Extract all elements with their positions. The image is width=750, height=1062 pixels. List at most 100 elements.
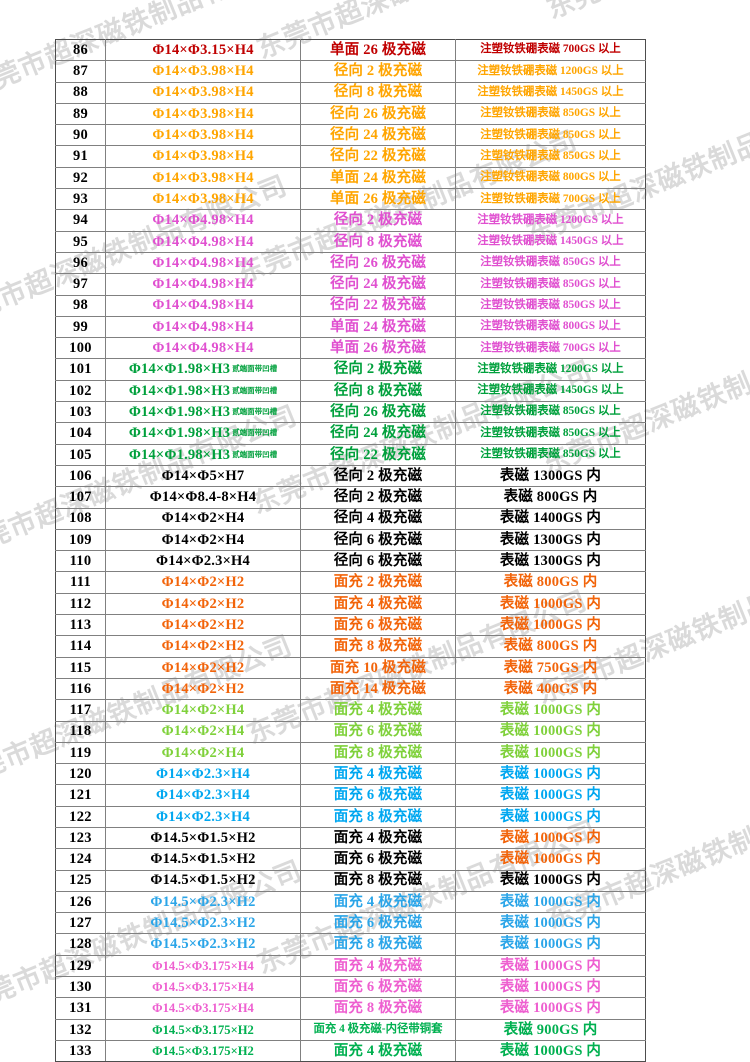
row-index-cell: 99 <box>55 315 106 339</box>
row-index-cell: 126 <box>55 890 106 914</box>
row-index-cell: 91 <box>55 145 106 168</box>
row-index-cell: 93 <box>55 188 106 211</box>
table-row: 97 Φ14×Φ4.98×H4 径向 24 极充磁 注塑钕铁硼表磁 850GS 以上 <box>55 273 646 296</box>
magnetization-cell: 径向 26 极充磁 <box>300 401 456 424</box>
magnetization-cell: 径向 2 极充磁 <box>300 209 456 232</box>
row-index-cell: 129 <box>55 954 106 978</box>
magnetization-cell: 径向 22 极充磁 <box>300 294 456 317</box>
spec-text: Φ14.5×Φ3.175×H4 <box>152 958 254 973</box>
row-index-cell: 89 <box>55 102 106 126</box>
spec-text: Φ14×Φ2×H4 <box>161 744 245 761</box>
spec-table-container: 86 Φ14×Φ3.15×H4 单面 26 极充磁 注塑钕铁硼表磁 700GS 以上 8… <box>55 38 646 1062</box>
row-index-cell: 87 <box>55 60 106 83</box>
spec-cell: Φ14×Φ2×H2 <box>105 677 301 701</box>
spec-text: Φ14.5×Φ2.3×H2 <box>150 915 256 932</box>
spec-text: Φ14.5×Φ2.3×H2 <box>150 893 256 910</box>
table-row: 122 Φ14×Φ2.3×H4 面充 8 极充磁 表磁 1000GS 内 <box>55 805 646 828</box>
table-row: 113 Φ14×Φ2×H2 面充 6 极充磁 表磁 1000GS 内 <box>55 614 646 637</box>
spec-text: Φ14×Φ4.98×H4 <box>152 254 254 271</box>
spec-text: Φ14×Φ2×H4 <box>161 702 245 719</box>
table-row: 101 Φ14×Φ1.98×H3 贰端面带凹槽 径向 2 极充磁 注塑钕铁硼表磁 120… <box>55 358 646 381</box>
magnetization-cell: 单面 26 极充磁 <box>300 188 456 211</box>
magnetization-cell: 面充 6 极充磁 <box>300 784 456 807</box>
spec-note: 贰端面带凹槽 <box>232 364 278 374</box>
row-index-cell: 110 <box>55 550 106 573</box>
surface-magnetism-cell: 注塑钕铁硼表磁 850GS 以上 <box>455 294 646 317</box>
spec-cell: Φ14×Φ4.98×H4 <box>105 315 301 339</box>
row-index-cell: 106 <box>55 464 106 488</box>
row-index-cell: 108 <box>55 507 106 530</box>
row-index-cell: 114 <box>55 635 106 658</box>
spec-cell: Φ14×Φ3.98×H4 <box>105 124 301 147</box>
table-row: 109 Φ14×Φ2×H4 径向 6 极充磁 表磁 1300GS 内 <box>55 528 646 552</box>
row-index-cell: 102 <box>55 379 106 403</box>
table-row: 105 Φ14×Φ1.98×H3 贰端面带凹槽 径向 22 极充磁 注塑钕铁硼表磁 85… <box>55 443 646 466</box>
surface-magnetism-cell: 表磁 1000GS 内 <box>455 784 646 807</box>
spec-note: 贰端面带凹槽 <box>232 406 278 416</box>
magnetization-cell: 径向 24 极充磁 <box>300 124 456 147</box>
magnetization-cell: 径向 26 极充磁 <box>300 251 456 275</box>
spec-text: Φ14×Φ4.98×H4 <box>152 212 254 229</box>
spec-note: 贰端面带凹槽 <box>232 428 278 438</box>
spec-cell: Φ14×Φ4.98×H4 <box>105 337 301 360</box>
spec-text: Φ14×Φ2.3×H4 <box>156 553 250 570</box>
table-row: 121 Φ14×Φ2.3×H4 面充 6 极充磁 表磁 1000GS 内 <box>55 784 646 807</box>
row-index-cell: 97 <box>55 273 106 296</box>
row-index-cell: 119 <box>55 741 106 765</box>
surface-magnetism-cell: 表磁 1000GS 内 <box>455 912 646 935</box>
row-index-cell: 86 <box>55 38 106 62</box>
row-index-cell: 100 <box>55 337 106 360</box>
surface-magnetism-cell: 注塑钕铁硼表磁 850GS 以上 <box>455 443 646 466</box>
spec-text: Φ14.5×Φ2.3×H2 <box>150 936 256 953</box>
row-index-cell: 133 <box>55 1039 106 1062</box>
magnetization-cell: 面充 6 极充磁 <box>300 848 456 871</box>
magnetization-cell: 径向 24 极充磁 <box>300 273 456 296</box>
spec-text: Φ14×Φ3.98×H4 <box>152 84 254 101</box>
magnetization-cell: 面充 6 极充磁 <box>300 912 456 935</box>
surface-magnetism-cell: 注塑钕铁硼表磁 700GS 以上 <box>455 337 646 360</box>
row-index-cell: 115 <box>55 656 106 679</box>
surface-magnetism-cell: 表磁 1000GS 内 <box>455 741 646 765</box>
table-row: 107 Φ14×Φ8.4-8×H4 径向 2 极充磁 表磁 800GS 内 <box>55 486 646 509</box>
spec-cell: Φ14×Φ3.98×H4 <box>105 81 301 104</box>
row-index-cell: 96 <box>55 251 106 275</box>
row-index-cell: 130 <box>55 976 106 999</box>
spec-cell: Φ14×Φ2×H2 <box>105 614 301 637</box>
table-row: 90 Φ14×Φ3.98×H4 径向 24 极充磁 注塑钕铁硼表磁 850GS 以上 <box>55 124 646 147</box>
magnetization-cell: 面充 4 极充磁 <box>300 699 456 722</box>
table-row: 127 Φ14.5×Φ2.3×H2 面充 6 极充磁 表磁 1000GS 内 <box>55 912 646 935</box>
spec-cell: Φ14×Φ3.98×H4 <box>105 102 301 126</box>
magnetization-cell: 径向 22 极充磁 <box>300 145 456 168</box>
magnetization-cell: 面充 4 极充磁-内径带铜套 <box>300 1018 456 1041</box>
table-row: 95 Φ14×Φ4.98×H4 径向 8 极充磁 注塑钕铁硼表磁 1450GS 以上 <box>55 230 646 253</box>
table-row: 133 Φ14.5×Φ3.175×H2 面充 4 极充磁 表磁 1000GS 内 <box>55 1039 646 1062</box>
surface-magnetism-cell: 注塑钕铁硼表磁 1450GS 以上 <box>455 379 646 403</box>
table-row: 103 Φ14×Φ1.98×H3 贰端面带凹槽 径向 26 极充磁 注塑钕铁硼表磁 85… <box>55 401 646 424</box>
spec-text: Φ14×Φ3.98×H4 <box>152 63 254 80</box>
spec-cell: Φ14×Φ2×H4 <box>105 699 301 722</box>
row-index-cell: 92 <box>55 166 106 190</box>
spec-text: Φ14×Φ2.3×H4 <box>156 808 250 825</box>
spec-cell: Φ14×Φ2.3×H4 <box>105 784 301 807</box>
spec-note: 贰端面带凹槽 <box>232 385 278 395</box>
table-row: 99 Φ14×Φ4.98×H4 单面 24 极充磁 注塑钕铁硼表磁 800GS 以上 <box>55 315 646 339</box>
table-row: 98 Φ14×Φ4.98×H4 径向 22 极充磁 注塑钕铁硼表磁 850GS 以上 <box>55 294 646 317</box>
spec-cell: Φ14.5×Φ2.3×H2 <box>105 912 301 935</box>
magnetization-cell: 面充 10 极充磁 <box>300 656 456 679</box>
magnetization-cell: 面充 8 极充磁 <box>300 933 456 956</box>
row-index-cell: 118 <box>55 720 106 743</box>
row-index-cell: 105 <box>55 443 106 466</box>
magnetization-cell: 径向 4 极充磁 <box>300 507 456 530</box>
row-index-cell: 121 <box>55 784 106 807</box>
magnetization-cell: 面充 4 极充磁 <box>300 826 456 850</box>
magnetization-cell: 径向 2 极充磁 <box>300 464 456 488</box>
row-index-cell: 117 <box>55 699 106 722</box>
spec-cell: Φ14×Φ2×H4 <box>105 507 301 530</box>
surface-magnetism-cell: 注塑钕铁硼表磁 1200GS 以上 <box>455 358 646 381</box>
spec-cell: Φ14×Φ2×H4 <box>105 741 301 765</box>
row-index-cell: 124 <box>55 848 106 871</box>
row-index-cell: 116 <box>55 677 106 701</box>
surface-magnetism-cell: 注塑钕铁硼表磁 850GS 以上 <box>455 145 646 168</box>
table-row: 86 Φ14×Φ3.15×H4 单面 26 极充磁 注塑钕铁硼表磁 700GS 以上 <box>55 38 646 62</box>
row-index-cell: 109 <box>55 528 106 552</box>
